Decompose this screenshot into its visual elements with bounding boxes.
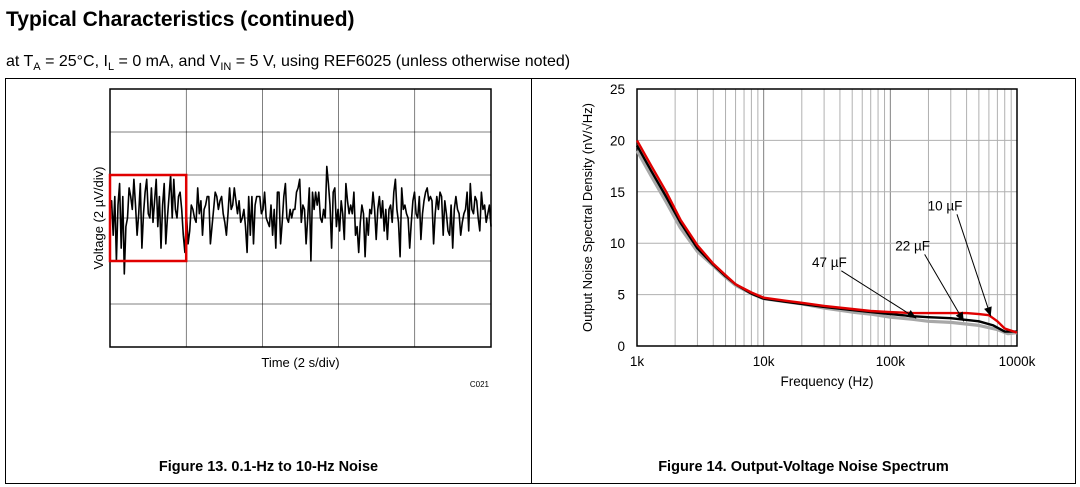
subtitle-part: at T	[6, 53, 34, 70]
y-tick-label: 15	[610, 185, 625, 200]
annotation-label: 22 µF	[895, 238, 930, 253]
figure-14-panel: 0 5 10 15 20 25 1k 10k 100k 1000k 10 µF 22 µF 47 µF F…	[531, 78, 1076, 484]
noise-spectrum-chart: 0 5 10 15 20 25 1k 10k 100k 1000k 10 µF 22 µF 47 µF F…	[580, 82, 1036, 389]
conditions-subtitle: at TA = 25°C, IL = 0 mA, and VIN = 5 V, …	[6, 53, 570, 73]
subtitle-sub: A	[33, 61, 41, 74]
annotation-arrowhead	[955, 311, 964, 322]
annotation-label: 47 µF	[812, 255, 847, 270]
x-tick-label: 1k	[630, 354, 645, 369]
series-line	[635, 139, 1018, 334]
figure-14-caption: Figure 14. Output-Voltage Noise Spectrum	[658, 459, 949, 475]
figure-13-panel: Time (2 s/div) Voltage (2 µV/div) C021 Fig…	[5, 78, 532, 484]
subtitle-part: = 25°C, I	[40, 53, 108, 70]
figure-13-caption: Figure 13. 0.1-Hz to 10-Hz Noise	[158, 459, 379, 475]
x-axis-label: Frequency (Hz)	[780, 374, 873, 389]
annotation-arrow	[841, 270, 917, 319]
subtitle-sub: IN	[220, 61, 232, 74]
y-tick-label: 0	[617, 339, 625, 354]
annotation-arrowhead	[906, 310, 917, 319]
noise-trace	[109, 165, 492, 275]
x-tick-label: 1000k	[999, 354, 1036, 369]
annotation-arrow	[956, 214, 992, 317]
y-tick-label: 10	[610, 236, 625, 251]
subtitle-sub: L	[107, 61, 115, 74]
y-axis-label: Voltage (2 µV/div)	[91, 167, 106, 270]
plot-frame	[636, 88, 1018, 347]
noise-time-chart: Time (2 s/div) Voltage (2 µV/div) C021	[91, 88, 492, 389]
subtitle-part: = 5 V, using REF6025 (unless otherwise n…	[231, 53, 571, 70]
page-title: Typical Characteristics (continued)	[6, 8, 355, 31]
x-axis-label: Time (2 s/div)	[261, 355, 339, 370]
highlight-box	[108, 173, 188, 263]
y-tick-label: 5	[617, 288, 625, 303]
y-tick-label: 25	[610, 82, 625, 97]
y-tick-label: 20	[610, 133, 625, 148]
annotation-arrow	[924, 254, 965, 322]
x-tick-label: 10k	[753, 354, 775, 369]
annotation-label: 10 µF	[928, 198, 963, 213]
y-axis-label: Output Noise Spectral Density (nV/√Hz)	[580, 103, 595, 332]
subtitle-part: = 0 mA, and V	[114, 53, 221, 70]
annotation-arrowhead	[984, 306, 992, 317]
figure-code: C021	[470, 380, 490, 389]
x-tick-label: 100k	[876, 354, 906, 369]
